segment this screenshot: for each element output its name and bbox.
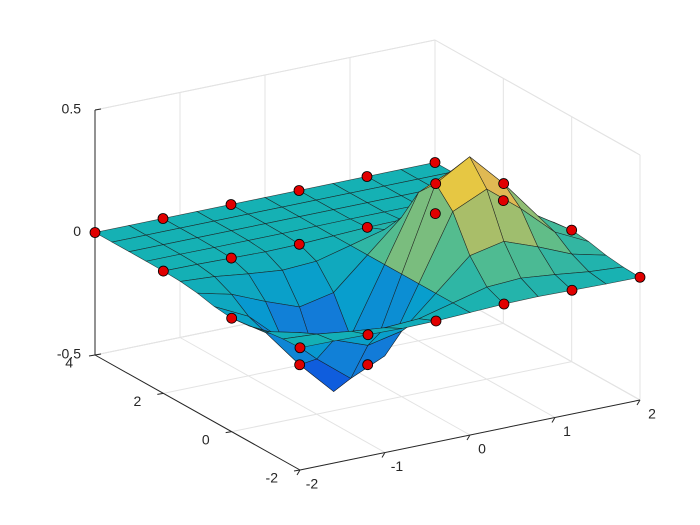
data-point: [361, 221, 373, 233]
data-point: [430, 315, 442, 327]
x-tick: [466, 434, 471, 441]
x-tick: [296, 469, 301, 476]
data-point: [430, 178, 442, 190]
z-tick: [94, 353, 102, 356]
data-point: [429, 157, 441, 168]
data-point: [294, 342, 306, 354]
data-point: [293, 238, 305, 250]
z-tick-label: 0.5: [62, 101, 82, 117]
x-tick-label: 1: [563, 423, 571, 439]
data-point: [566, 224, 578, 236]
x-tick-label: -1: [391, 458, 404, 474]
data-point: [429, 208, 441, 220]
y-tick-label: 2: [134, 393, 142, 409]
x-tick-label: 0: [478, 441, 486, 457]
z-tick-label: -0.5: [57, 346, 81, 362]
x-tick-label: -2: [306, 476, 319, 492]
data-point: [566, 284, 578, 296]
data-point: [362, 329, 374, 341]
data-point: [294, 359, 306, 371]
data-point: [498, 178, 510, 189]
data-point: [226, 312, 238, 324]
data-point: [361, 171, 373, 182]
grid-line: [434, 39, 641, 156]
y-tick-label: -2: [266, 470, 279, 486]
data-point: [634, 271, 646, 283]
y-tick-label: 4: [65, 355, 73, 371]
x-tick: [551, 417, 556, 423]
data-point: [498, 298, 510, 310]
x-tick: [636, 399, 641, 406]
y-tick-label: 0: [202, 431, 210, 447]
grid-line: [94, 39, 436, 111]
x-axis: [299, 399, 641, 471]
data-point: [157, 265, 169, 277]
data-point: [225, 252, 237, 264]
data-point: [157, 213, 169, 224]
data-point: [293, 185, 305, 196]
grid-line: [179, 337, 386, 453]
y-tick: [88, 354, 96, 357]
z-tick-label: 0: [73, 223, 81, 239]
y-tick: [157, 392, 164, 395]
grid-line: [231, 361, 572, 433]
data-point: [89, 227, 101, 238]
y-axis: [94, 354, 301, 471]
y-tick: [293, 469, 301, 472]
data-point: [225, 199, 237, 210]
data-point: [497, 195, 509, 206]
z-tick: [94, 108, 102, 111]
x-tick-label: 2: [648, 406, 656, 422]
y-tick: [225, 431, 232, 434]
x-tick: [381, 452, 386, 458]
data-point: [362, 359, 374, 371]
surface-patch: [281, 333, 336, 349]
